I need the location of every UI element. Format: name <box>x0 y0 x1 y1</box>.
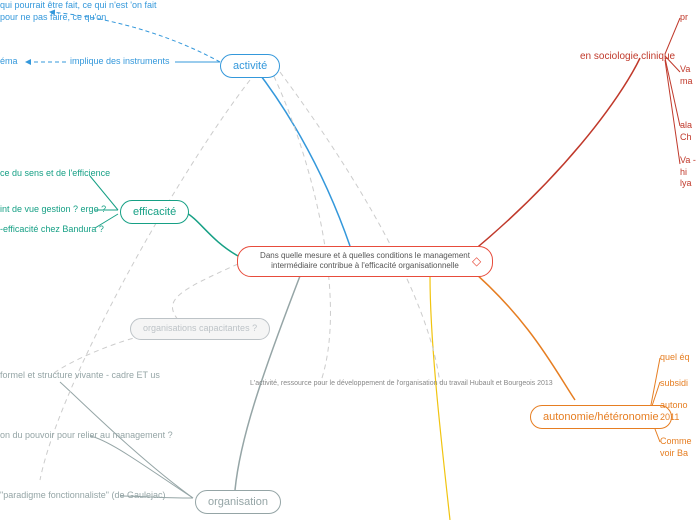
leaf-instruments[interactable]: implique des instruments <box>70 56 170 68</box>
leaf-paradigme-fonctionnaliste[interactable]: "paradigme fonctionnaliste" (de Gaulejac… <box>0 490 165 502</box>
node-label: activité <box>233 60 267 72</box>
leaf-soc-3[interactable]: ala Ch <box>680 120 697 143</box>
node-label: en sociologie clinique <box>580 51 675 62</box>
node-label: efficacité <box>133 206 176 218</box>
leaf-pouvoir-management[interactable]: on du pouvoir pour relier au management … <box>0 430 173 442</box>
central-topic[interactable]: Dans quelle mesure et à quelles conditio… <box>237 246 493 277</box>
leaf-autonomie-4[interactable]: Comme voir Ba <box>660 436 697 459</box>
leaf-bandura[interactable]: -efficacité chez Bandura ? <box>0 224 104 236</box>
leaf-autonomie-1[interactable]: quel éq <box>660 352 690 364</box>
node-label: autonomie/hétéronomie <box>543 411 659 423</box>
central-topic-text: Dans quelle mesure et à quelles conditio… <box>260 251 470 270</box>
leaf-activite-fait[interactable]: qui pourrait être fait, ce qui n'est 'on… <box>0 0 160 23</box>
leaf-sens-efficience[interactable]: ce du sens et de l'efficience <box>0 168 110 180</box>
node-sociologie-clinique[interactable]: en sociologie clinique <box>580 50 675 63</box>
mindmap-canvas: Dans quelle mesure et à quelles conditio… <box>0 0 697 520</box>
node-organisations-capacitantes[interactable]: organisations capacitantes ? <box>130 318 270 340</box>
expand-marker[interactable]: ◇ <box>472 254 481 268</box>
node-efficacite[interactable]: efficacité <box>120 200 189 224</box>
leaf-gestion-ergo[interactable]: int de vue gestion ? ergo ? <box>0 204 106 216</box>
annotation-hubault: L'activité, ressource pour le développem… <box>250 380 553 387</box>
leaf-autonomie-2[interactable]: subsidi <box>660 378 688 390</box>
leaf-soc-1[interactable]: pr <box>680 12 688 24</box>
leaf-soc-4[interactable]: Va - hi lya <box>680 155 697 190</box>
leaf-cinema[interactable]: éma <box>0 56 18 68</box>
leaf-soc-2[interactable]: Va ma <box>680 64 697 87</box>
node-label: organisations capacitantes ? <box>143 323 257 333</box>
node-autonomie[interactable]: autonomie/hétéronomie <box>530 405 672 429</box>
leaf-autonomie-3[interactable]: autono 2011 <box>660 400 697 423</box>
node-activite[interactable]: activité <box>220 54 280 78</box>
node-label: organisation <box>208 496 268 508</box>
node-organisation[interactable]: organisation <box>195 490 281 514</box>
leaf-structure-vivante[interactable]: formel et structure vivante - cadre ET u… <box>0 370 200 382</box>
